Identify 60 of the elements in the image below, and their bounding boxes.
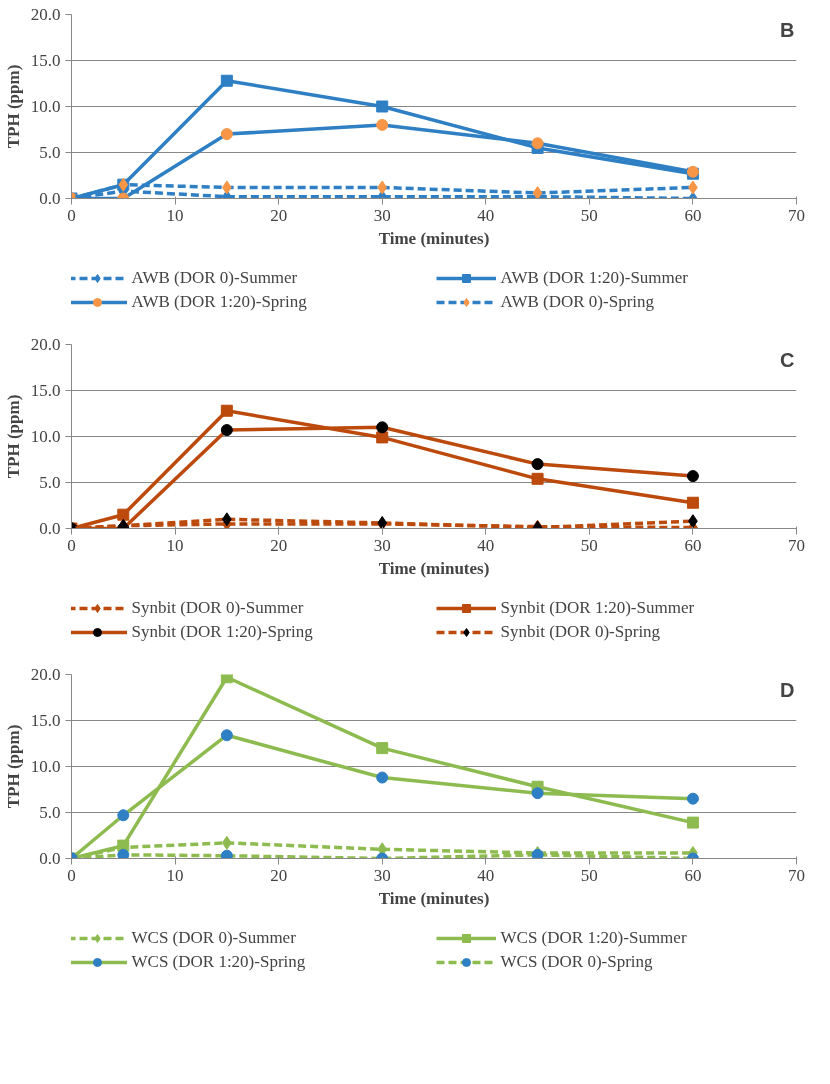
x-tick-label: 20 bbox=[270, 205, 288, 225]
x-tick-label: 0 bbox=[67, 205, 76, 225]
annotation: C bbox=[780, 348, 795, 371]
x-tick-label: 60 bbox=[684, 205, 702, 225]
x-axis-title: Time (minutes) bbox=[378, 228, 490, 248]
x-tick-label: 20 bbox=[270, 865, 288, 885]
x-axis-title: Time (minutes) bbox=[378, 558, 490, 578]
x-tick-label: 10 bbox=[166, 205, 184, 225]
y-tick-label: 10.0 bbox=[30, 97, 61, 116]
legend-label: Synbit (DOR 0)-Summer bbox=[131, 598, 305, 618]
x-axis-title: Time (minutes) bbox=[378, 888, 490, 908]
x-tick-label: 60 bbox=[684, 865, 702, 885]
x-tick-label: 40 bbox=[477, 865, 495, 885]
x-tick-label: 10 bbox=[166, 535, 184, 555]
x-tick-label: 50 bbox=[580, 205, 598, 225]
y-tick-label: 15.0 bbox=[30, 51, 61, 70]
y-axis-title: TPH (ppm) bbox=[3, 64, 23, 149]
y-tick-label: 5.0 bbox=[39, 803, 61, 822]
y-tick-label: 0.0 bbox=[39, 519, 61, 538]
y-tick-label: 10.0 bbox=[30, 427, 61, 446]
y-tick-label: 20.0 bbox=[30, 665, 61, 684]
y-tick-label: 20.0 bbox=[30, 335, 61, 354]
legend-label: Synbit (DOR 1:20)-Spring bbox=[131, 622, 314, 642]
x-tick-label: 10 bbox=[166, 865, 184, 885]
x-tick-label: 50 bbox=[580, 535, 598, 555]
x-tick-label: 0 bbox=[67, 535, 76, 555]
y-tick-label: 0.0 bbox=[39, 189, 61, 208]
y-axis-title: TPH (ppm) bbox=[3, 394, 23, 479]
legend-label: AWB (DOR 1:20)-Spring bbox=[131, 292, 308, 312]
y-tick-label: 15.0 bbox=[30, 381, 61, 400]
legend-label: WCS (DOR 0)-Spring bbox=[500, 952, 654, 972]
y-tick-label: 0.0 bbox=[39, 849, 61, 868]
legend-label: AWB (DOR 1:20)-Summer bbox=[500, 268, 689, 288]
x-tick-label: 70 bbox=[788, 535, 805, 555]
x-tick-label: 30 bbox=[373, 205, 391, 225]
annotation: B bbox=[780, 18, 795, 41]
x-tick-label: 40 bbox=[477, 205, 495, 225]
y-tick-label: 5.0 bbox=[39, 473, 61, 492]
legend-label: WCS (DOR 0)-Summer bbox=[131, 928, 297, 948]
legend-label: AWB (DOR 0)-Summer bbox=[131, 268, 299, 288]
x-tick-label: 70 bbox=[788, 865, 805, 885]
x-tick-label: 30 bbox=[373, 535, 391, 555]
y-axis-title: TPH (ppm) bbox=[3, 724, 23, 809]
legend-label: WCS (DOR 1:20)-Summer bbox=[500, 928, 688, 948]
legend-label: AWB (DOR 0)-Spring bbox=[500, 292, 655, 312]
annotation: D bbox=[780, 678, 795, 701]
x-tick-label: 40 bbox=[477, 535, 495, 555]
x-tick-label: 20 bbox=[270, 535, 288, 555]
x-tick-label: 0 bbox=[67, 865, 76, 885]
y-tick-label: 5.0 bbox=[39, 143, 61, 162]
legend-label: Synbit (DOR 1:20)-Summer bbox=[500, 598, 696, 618]
y-tick-label: 20.0 bbox=[30, 5, 61, 24]
x-tick-label: 30 bbox=[373, 865, 391, 885]
y-tick-label: 15.0 bbox=[30, 711, 61, 730]
x-tick-label: 60 bbox=[684, 535, 702, 555]
x-tick-label: 70 bbox=[788, 205, 805, 225]
legend-label: Synbit (DOR 0)-Spring bbox=[500, 622, 662, 642]
y-tick-label: 10.0 bbox=[30, 757, 61, 776]
legend-label: WCS (DOR 1:20)-Spring bbox=[131, 952, 307, 972]
x-tick-label: 50 bbox=[580, 865, 598, 885]
